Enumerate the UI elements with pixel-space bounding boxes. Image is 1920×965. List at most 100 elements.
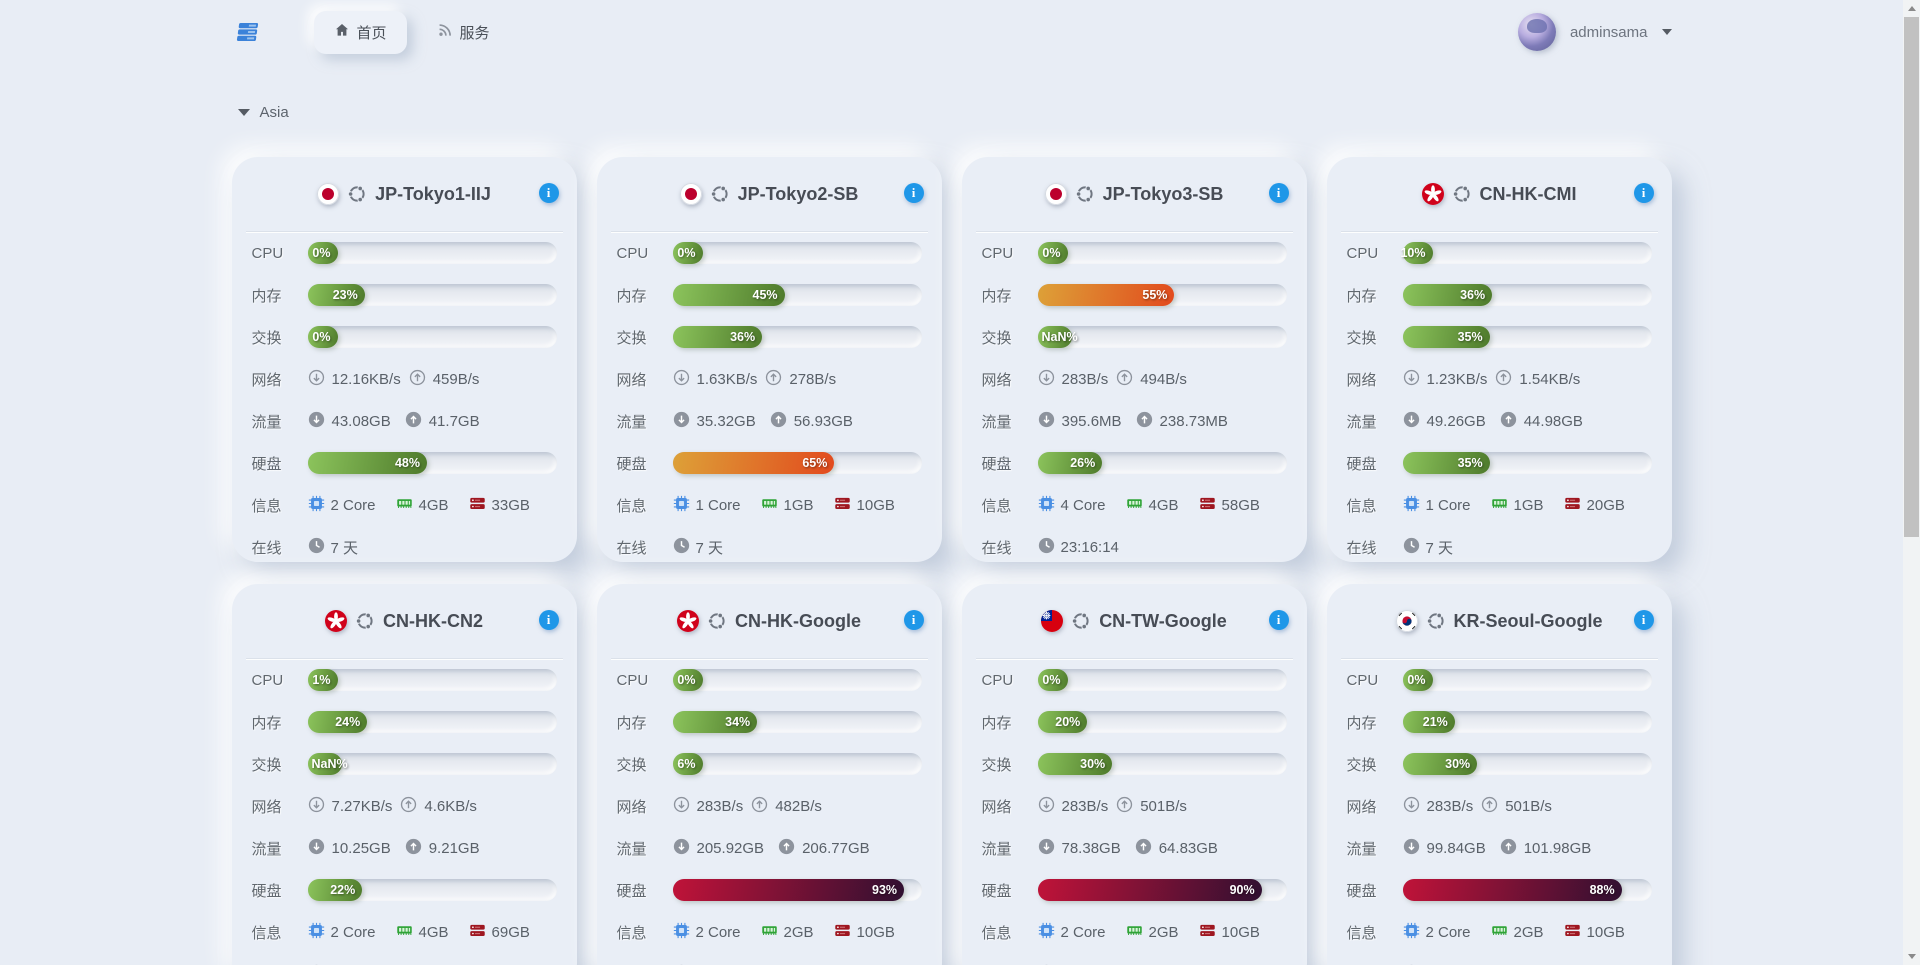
traffic-row: 流量 78.38GB 64.83GB xyxy=(982,827,1287,869)
traffic-label: 流量 xyxy=(616,840,647,858)
memory-label: 内存 xyxy=(981,714,1012,732)
ram-value: 4GB xyxy=(418,923,449,941)
rss-icon xyxy=(437,22,453,42)
scrollbar-down-icon[interactable] xyxy=(1903,948,1920,965)
ram-stick-icon xyxy=(761,495,778,516)
cpu-row: CPU 0% xyxy=(1347,659,1652,701)
disk-bar: 26% xyxy=(1037,452,1287,474)
tab-services[interactable]: 服务 xyxy=(417,11,510,54)
cpu-chip-icon xyxy=(308,495,325,516)
hard-disk-icon xyxy=(1564,495,1581,516)
ram-value: 2GB xyxy=(1513,923,1544,941)
cpu-chip-icon xyxy=(673,922,690,943)
info-circle-icon[interactable]: i xyxy=(1268,183,1289,203)
disk-bar: 35% xyxy=(1402,452,1652,474)
section-label: Asia xyxy=(259,104,289,121)
net-down-value: 283B/s xyxy=(696,797,744,815)
user-menu[interactable]: adminsama xyxy=(1517,13,1672,51)
info-circle-icon[interactable]: i xyxy=(1268,610,1289,630)
circle-arrow-up-outline-icon xyxy=(1116,796,1133,817)
info-circle-icon[interactable]: i xyxy=(538,183,559,203)
server-stack-icon[interactable] xyxy=(232,17,262,47)
country-flag-icon xyxy=(1041,610,1064,632)
clock-icon xyxy=(1403,537,1420,558)
memory-bar: 23% xyxy=(307,284,557,306)
info-circle-icon[interactable]: i xyxy=(1633,183,1654,203)
country-flag-icon xyxy=(679,183,702,205)
memory-row: 内存 24% xyxy=(252,701,557,743)
circle-arrow-down-filled-icon xyxy=(1038,411,1055,432)
network-label: 网络 xyxy=(616,371,647,389)
storage-value: 58GB xyxy=(1221,496,1260,514)
memory-label: 内存 xyxy=(251,714,282,732)
divider xyxy=(975,658,1293,659)
cpu-bar: 0% xyxy=(1037,669,1287,691)
memory-bar: 24% xyxy=(307,711,557,733)
storage-value: 33GB xyxy=(491,496,530,514)
traffic-down-value: 49.26GB xyxy=(1426,412,1486,430)
hard-disk-icon xyxy=(834,495,851,516)
online-label: 在线 xyxy=(981,539,1012,557)
ubuntu-os-icon xyxy=(355,611,375,631)
info-label: 信息 xyxy=(981,497,1012,515)
online-row: 在线 7 天 xyxy=(252,526,557,562)
traffic-row: 流量 99.84GB 101.98GB xyxy=(1347,827,1652,869)
traffic-label: 流量 xyxy=(981,840,1012,858)
memory-label: 内存 xyxy=(251,287,282,305)
ram-value: 1GB xyxy=(783,496,814,514)
info-label: 信息 xyxy=(251,497,282,515)
memory-bar: 45% xyxy=(672,284,922,306)
info-label: 信息 xyxy=(616,497,647,515)
net-up-value: 4.6KB/s xyxy=(424,797,477,815)
info-circle-icon[interactable]: i xyxy=(903,610,924,630)
swap-row: 交换 NaN% xyxy=(252,743,557,785)
hard-disk-icon xyxy=(469,922,486,943)
ram-stick-icon xyxy=(396,495,413,516)
online-value: 7 天 xyxy=(1425,539,1454,557)
memory-bar: 20% xyxy=(1037,711,1287,733)
cores-value: 1 Core xyxy=(1425,496,1471,514)
net-up-value: 501B/s xyxy=(1505,797,1552,815)
info-circle-icon[interactable]: i xyxy=(538,610,559,630)
clock-icon xyxy=(1038,537,1055,558)
cores-value: 4 Core xyxy=(1060,496,1106,514)
divider xyxy=(245,231,563,232)
tab-home-label: 首页 xyxy=(356,24,387,42)
server-name: CN-HK-Google xyxy=(735,610,861,631)
ram-value: 2GB xyxy=(1148,923,1179,941)
swap-label: 交换 xyxy=(616,329,647,347)
disk-row: 硬盘 22% xyxy=(252,869,557,911)
network-label: 网络 xyxy=(251,798,282,816)
memory-row: 内存 45% xyxy=(617,274,922,316)
server-card: CN-HK-CMI i CPU 10% 内存 36% 交换 35% 网络 xyxy=(1326,157,1672,562)
traffic-up-value: 44.98GB xyxy=(1523,412,1583,430)
circle-arrow-up-outline-icon xyxy=(409,369,426,390)
circle-arrow-down-outline-icon xyxy=(673,796,690,817)
online-row: 在线 7 天 xyxy=(617,526,922,562)
circle-arrow-down-filled-icon xyxy=(1403,411,1420,432)
info-circle-icon[interactable]: i xyxy=(903,183,924,203)
swap-label: 交换 xyxy=(616,756,647,774)
scrollbar-thumb[interactable] xyxy=(1904,17,1919,537)
ubuntu-os-icon xyxy=(1071,611,1091,631)
ram-value: 1GB xyxy=(1513,496,1544,514)
server-card: JP-Tokyo2-SB i CPU 0% 内存 45% 交换 36% 网络 xyxy=(596,157,942,562)
traffic-label: 流量 xyxy=(981,413,1012,431)
info-circle-icon[interactable]: i xyxy=(1633,610,1654,630)
scrollbar[interactable] xyxy=(1903,0,1920,965)
swap-label: 交换 xyxy=(1346,329,1377,347)
memory-label: 内存 xyxy=(616,714,647,732)
storage-value: 20GB xyxy=(1586,496,1625,514)
circle-arrow-up-filled-icon xyxy=(405,411,422,432)
divider xyxy=(610,231,928,232)
scrollbar-up-icon[interactable] xyxy=(1903,0,1920,17)
storage-value: 10GB xyxy=(856,923,895,941)
tab-home[interactable]: 首页 xyxy=(313,10,407,54)
cores-value: 2 Core xyxy=(1425,923,1471,941)
traffic-down-value: 78.38GB xyxy=(1061,839,1121,857)
section-header-asia[interactable]: Asia xyxy=(232,104,1672,121)
hard-disk-icon xyxy=(1199,495,1216,516)
info-row: 信息 2 Core xyxy=(617,911,922,953)
swap-label: 交换 xyxy=(981,756,1012,774)
country-flag-icon xyxy=(677,610,699,632)
